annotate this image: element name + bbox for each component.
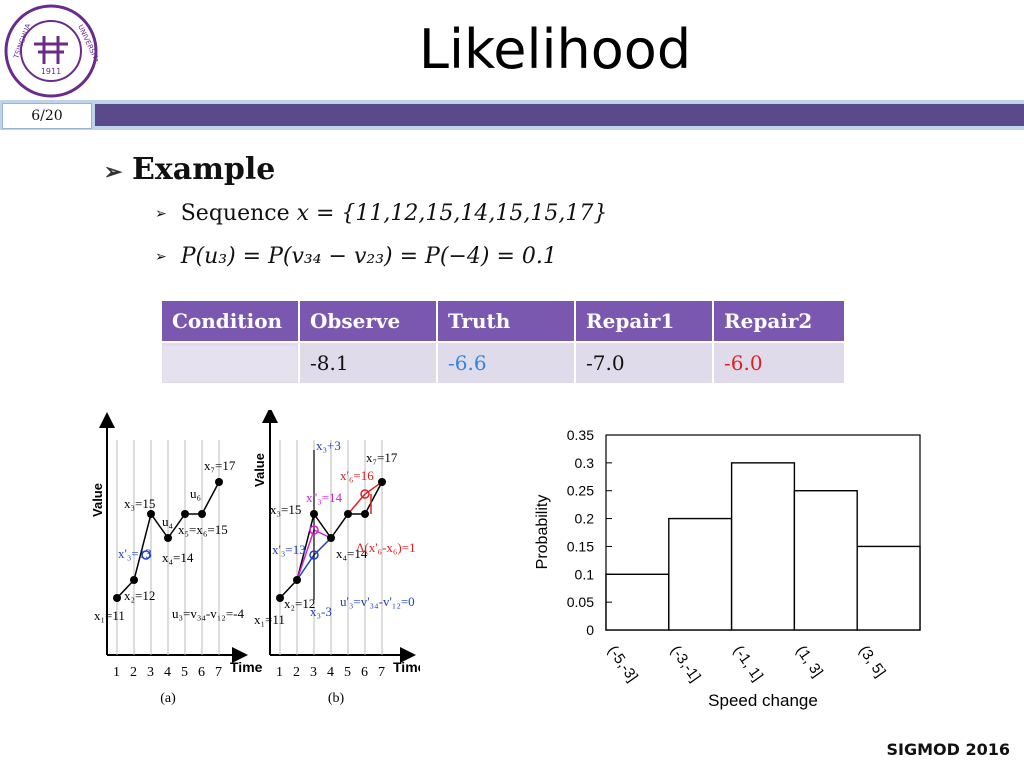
y-tick-label-0: 0: [586, 622, 594, 638]
label-a-x7: x₇=17: [204, 458, 236, 473]
y-tick-label-7: 0.35: [567, 427, 594, 443]
y-tick-label-1: 0.05: [567, 594, 594, 610]
xlabel-b: Time: [393, 659, 420, 675]
x-tick-label-3: (1, 3]: [793, 643, 827, 681]
logo-year: 1911: [41, 67, 61, 76]
sequence-figure: Value Time 1 2 3 4 5 6 7 (a) x₁=11 x₂=12…: [90, 410, 420, 706]
sub-bullet-sequence: ➢ Sequence x = {11,12,15,14,15,15,17}: [155, 201, 607, 226]
ylabel-b: Value: [252, 453, 267, 487]
label-b-xpp3: x''₃=14: [306, 490, 343, 505]
y-tick-label-2: 0.1: [575, 566, 595, 582]
label-a-x3: x₃=15: [124, 496, 155, 511]
label-b-xp6: x'₆=16: [340, 468, 374, 483]
x-tick-label-1: (-3,-1]: [667, 643, 704, 686]
label-b-x1: x₁=11: [254, 612, 285, 627]
x-tick-label-2: (-1, 1]: [730, 643, 766, 685]
label-b-x2: x₂=12: [284, 596, 315, 611]
label-b-x4: x₄=14: [336, 546, 368, 561]
tick-b-6: 6: [361, 665, 368, 680]
tsinghua-logo: 1911 TSINGHUA UNIVERSITY: [4, 4, 98, 98]
speed-change-chart: 0 0.05 0.1 0.15 0.2 0.25 0.3 0.35 (-5,-3] (-3,-1…: [534, 427, 921, 710]
tick-a-6: 6: [198, 665, 205, 680]
tick-a-4: 4: [164, 665, 171, 680]
bar-0: [605, 573, 670, 631]
sub-arrow-icon: ➢: [155, 206, 167, 222]
header-repair1: Repair1: [575, 301, 714, 342]
bullet-example: ➢ Example: [104, 152, 275, 187]
tick-a-7: 7: [215, 665, 222, 680]
label-a-x56: x₅=x₆=15: [178, 522, 228, 537]
bullet-example-text: Example: [132, 152, 276, 187]
ticks-b: 1 2 3 4 5 6 7: [276, 665, 385, 680]
label-b-u3: u'₃=v'₃₄-v'₁₂=0: [340, 594, 415, 609]
y-tick-label-6: 0.3: [575, 455, 595, 471]
table-header-row: Condition Observe Truth Repair1 Repair2: [162, 301, 846, 342]
header-truth: Truth: [437, 301, 576, 342]
header-repair2: Repair2: [713, 301, 846, 342]
bullet-arrow-icon: ➢: [104, 159, 123, 185]
label-b-x3: x₃=15: [270, 502, 301, 517]
sub-bullet-probability: ➢ P(u₃) = P(v₃₄ − v₂₃) = P(−4) = 0.1: [155, 244, 557, 269]
y-ticks-group: 0 0.05 0.1 0.15 0.2 0.25 0.3 0.35: [567, 427, 612, 638]
label-a-x1: x₁=11: [94, 608, 125, 623]
label-b-x3p3: x₃+3: [316, 438, 341, 453]
cell-repair2: -6.0: [713, 341, 846, 383]
bar-4: [856, 545, 921, 631]
tick-a-2: 2: [130, 665, 137, 680]
label-a-u4: u₄: [162, 514, 174, 529]
bars-group: [605, 462, 921, 631]
ticks-a: 1 2 3 4 5 6 7: [113, 665, 222, 680]
ylabel-a: Value: [90, 483, 105, 517]
label-a-u3: u₃=v₃₄-v₁₂=-4: [172, 606, 244, 621]
slide-number: 6/20: [2, 103, 92, 129]
y-tick-label-5: 0.25: [567, 483, 594, 499]
probability-formula: P(u₃) = P(v₃₄ − v₂₃) = P(−4) = 0.1: [180, 244, 557, 269]
mini-table-thumbnail: [163, 346, 297, 382]
label-b-delta: Δ(x'₆-x₆)=1: [356, 540, 416, 555]
cell-repair1: -7.0: [575, 341, 714, 383]
x-tick-label-4: (3, 5]: [855, 643, 889, 681]
sequence-formula: x = {11,12,15,14,15,15,17}: [296, 201, 608, 226]
sequence-prefix: Sequence: [180, 201, 297, 226]
chart-xlabel: Speed change: [708, 691, 818, 710]
x-ticks-group: (-5,-3] (-3,-1] (-1, 1] (1, 3] (3, 5]: [604, 643, 889, 686]
slide-title: Likelihood: [418, 18, 692, 81]
tick-b-5: 5: [344, 665, 351, 680]
label-a-x2: x₂=12: [124, 588, 155, 603]
bar-3: [793, 490, 858, 631]
label-b-xp3: x'₃=13: [272, 542, 306, 557]
caption-b: (b): [328, 691, 345, 706]
label-a-u6: u₆: [190, 486, 201, 501]
x-tick-label-0: (-5,-3]: [604, 643, 641, 686]
xlabel-a: Time: [230, 659, 263, 675]
panel-b: Value Time 1 2 3 4 5 6 7 (b) x₁=11 x₂=12…: [252, 410, 420, 706]
cell-truth: -6.6: [437, 341, 576, 383]
label-b-x7: x₇=17: [366, 450, 398, 465]
panel-a: Value Time 1 2 3 4 5 6 7 (a) x₁=11 x₂=12…: [90, 412, 263, 706]
label-b-x3m3: x₃-3: [310, 604, 332, 619]
tick-b-1: 1: [276, 665, 283, 680]
tick-b-7: 7: [378, 665, 385, 680]
tick-b-3: 3: [310, 665, 317, 680]
tick-b-4: 4: [327, 665, 334, 680]
y-tick-label-3: 0.15: [567, 538, 594, 554]
header-band-dark: [95, 104, 1024, 126]
tick-a-3: 3: [147, 665, 154, 680]
caption-a: (a): [160, 691, 176, 706]
sub-arrow-icon: ➢: [155, 249, 167, 265]
y-tick-label-4: 0.2: [575, 511, 595, 527]
header-observe: Observe: [299, 301, 438, 342]
bar-1: [668, 517, 733, 631]
cell-observe: -8.1: [299, 341, 438, 383]
chart-ylabel: Probability: [534, 495, 551, 570]
label-a-xp3: x'₃=13: [118, 546, 152, 561]
tick-a-5: 5: [181, 665, 188, 680]
label-a-x4: x₄=14: [162, 550, 194, 565]
footer-conference: SIGMOD 2016: [886, 740, 1010, 759]
tick-a-1: 1: [113, 665, 120, 680]
header-condition: Condition: [162, 301, 300, 342]
tick-b-2: 2: [293, 665, 300, 680]
bar-2: [730, 462, 796, 631]
